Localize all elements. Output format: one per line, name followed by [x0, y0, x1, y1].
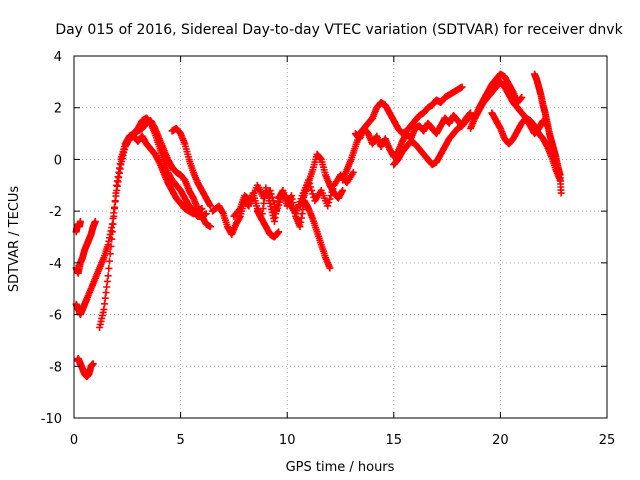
- data-point: [109, 220, 117, 228]
- data-point: [108, 228, 116, 236]
- data-point: [206, 202, 214, 210]
- series-arc-6: [121, 117, 214, 231]
- data-point: [112, 189, 120, 197]
- data-point: [325, 199, 333, 207]
- series-arc-11: [296, 150, 347, 210]
- data-point: [326, 195, 334, 203]
- data-point: [106, 250, 114, 258]
- y-tick-label: -4: [49, 257, 62, 272]
- data-point: [105, 264, 113, 272]
- chart-title: Day 015 of 2016, Sidereal Day-to-day VTE…: [55, 22, 623, 38]
- data-point: [268, 193, 276, 201]
- data-point: [89, 360, 97, 368]
- data-point: [266, 186, 274, 194]
- data-point: [107, 242, 115, 250]
- series-arc-17: [531, 70, 565, 197]
- x-tick-label: 25: [599, 433, 616, 448]
- series-arc-7: [168, 124, 214, 210]
- data-point: [308, 186, 316, 194]
- data-point: [206, 223, 214, 231]
- y-tick-label: 2: [54, 102, 62, 117]
- data-point: [110, 212, 118, 220]
- data-point: [270, 200, 278, 208]
- y-tick-label: -8: [49, 360, 62, 375]
- data-point: [518, 93, 526, 101]
- data-point: [349, 168, 357, 176]
- data-point: [309, 190, 317, 198]
- data-point: [326, 264, 334, 272]
- x-tick-label: 15: [386, 433, 403, 448]
- series-arc-15: [467, 70, 526, 132]
- x-tick-label: 0: [70, 433, 78, 448]
- y-tick-label: -10: [41, 412, 62, 427]
- data-point: [267, 190, 275, 198]
- series-arc-1: [72, 217, 84, 236]
- y-tick-label: -2: [49, 205, 62, 220]
- y-axis-label: SDTVAR / TECUs: [7, 186, 22, 293]
- y-tick-label: 4: [54, 50, 62, 65]
- plot-frame: [73, 55, 608, 419]
- data-point: [111, 205, 119, 213]
- grid-lines: [74, 56, 607, 418]
- data-point: [339, 186, 347, 194]
- data-point: [458, 83, 466, 91]
- data-point: [111, 197, 119, 205]
- series-arc-5: [96, 114, 210, 331]
- data-point: [269, 197, 277, 205]
- x-axis-label: GPS time / hours: [286, 460, 395, 475]
- data-point: [275, 228, 283, 236]
- x-tick-label: 5: [176, 433, 184, 448]
- data-point: [104, 272, 112, 280]
- x-tick-label: 20: [492, 433, 509, 448]
- data-points: [72, 70, 565, 381]
- x-tick-label: 10: [279, 433, 296, 448]
- y-tick-label: 0: [54, 153, 62, 168]
- data-point: [324, 202, 332, 210]
- axis-ticks: 0 5 10 15 20 25 -10 -8 -6 -4 -2 0 2 4: [41, 50, 616, 448]
- data-point: [91, 217, 99, 225]
- series-arc-2: [72, 217, 99, 277]
- series-arc-10: [253, 207, 283, 241]
- data-point: [76, 217, 84, 225]
- y-tick-label: -6: [49, 309, 62, 324]
- series-arc-4: [73, 355, 97, 381]
- data-point: [108, 235, 116, 243]
- data-point: [106, 257, 114, 265]
- data-point: [557, 189, 565, 197]
